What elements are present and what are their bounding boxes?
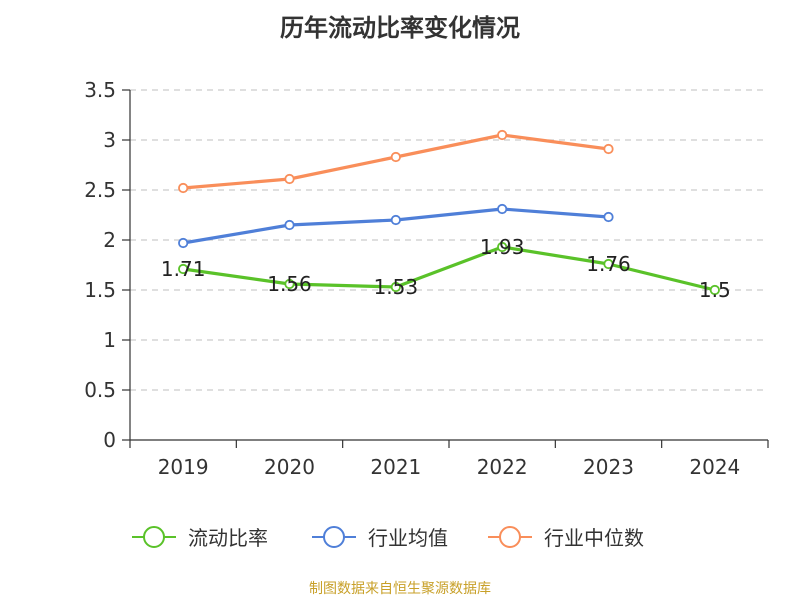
data-point — [497, 129, 508, 141]
data-point — [497, 241, 508, 253]
y-tick-label: 2 — [103, 228, 116, 252]
data-point — [284, 219, 295, 231]
source-note: 制图数据来自恒生聚源数据库 — [309, 581, 491, 597]
x-tick-label: 2023 — [583, 455, 634, 479]
y-tick-label: 0.5 — [84, 378, 116, 402]
legend-marker — [499, 526, 521, 548]
x-tick-label: 2022 — [477, 455, 528, 479]
data-point — [709, 284, 720, 296]
data-point — [390, 281, 401, 293]
legend-label: 流动比率 — [188, 526, 268, 550]
data-point — [178, 182, 189, 194]
data-point — [497, 203, 508, 215]
data-label: 1.53 — [374, 275, 419, 299]
y-tick-label: 3 — [103, 128, 116, 152]
data-point — [178, 263, 189, 275]
data-point — [603, 143, 614, 155]
legend-marker — [143, 526, 165, 548]
data-point — [178, 237, 189, 249]
data-label: 1.93 — [480, 235, 525, 259]
data-label: 1.56 — [267, 272, 312, 296]
y-tick-label: 1 — [103, 328, 116, 352]
x-tick-label: 2019 — [158, 455, 209, 479]
y-tick-label: 0 — [103, 428, 116, 452]
grid-lines — [130, 89, 768, 391]
data-point — [603, 258, 614, 270]
series-line — [182, 207, 609, 245]
data-point — [284, 173, 295, 185]
x-tick-label: 2020 — [264, 455, 315, 479]
data-point — [390, 214, 401, 226]
axes: 0 0.5 1 1.5 2 2.5 3 3.5 2019 2020 2021 2022 2023 2024 — [84, 78, 769, 479]
x-tick-label: 2024 — [689, 455, 740, 479]
data-label: 1.71 — [161, 257, 206, 281]
x-tick-label: 2021 — [370, 455, 421, 479]
data-point — [284, 278, 295, 290]
data-point — [390, 151, 401, 163]
y-tick-label: 3.5 — [84, 78, 116, 102]
legend: 流动比率 行业均值 行业中位数 — [132, 526, 644, 550]
data-labels: 1.71 1.56 1.53 1.93 1.76 1.5 — [161, 235, 731, 302]
chart-title: 历年流动比率变化情况 — [280, 14, 520, 42]
y-tick-label: 1.5 — [84, 278, 116, 302]
series-line — [182, 245, 716, 292]
legend-label: 行业中位数 — [544, 526, 644, 550]
y-tick-label: 2.5 — [84, 178, 116, 202]
data-label: 1.76 — [586, 252, 631, 276]
data-label: 1.5 — [699, 278, 731, 302]
legend-marker — [323, 526, 345, 548]
series-lines — [178, 129, 720, 296]
data-point — [603, 211, 614, 223]
legend-label: 行业均值 — [368, 526, 448, 550]
